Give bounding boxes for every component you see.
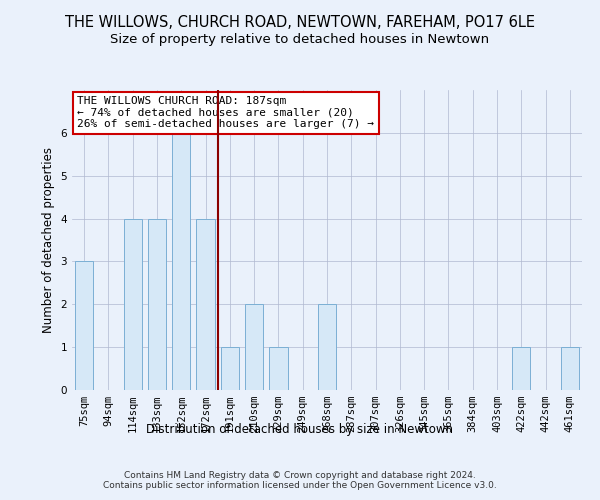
Bar [148,218,166,390]
Text: Contains HM Land Registry data © Crown copyright and database right 2024.
Contai: Contains HM Land Registry data © Crown c… [103,470,497,490]
Bar [318,304,336,390]
Bar [75,262,93,390]
Bar [512,347,530,390]
Bar [245,304,263,390]
Bar [124,218,142,390]
Y-axis label: Number of detached properties: Number of detached properties [42,147,55,333]
Bar [561,347,579,390]
Text: Distribution of detached houses by size in Newtown: Distribution of detached houses by size … [146,422,454,436]
Bar [269,347,287,390]
Text: Size of property relative to detached houses in Newtown: Size of property relative to detached ho… [110,32,490,46]
Text: THE WILLOWS, CHURCH ROAD, NEWTOWN, FAREHAM, PO17 6LE: THE WILLOWS, CHURCH ROAD, NEWTOWN, FAREH… [65,15,535,30]
Bar [196,218,215,390]
Text: THE WILLOWS CHURCH ROAD: 187sqm
← 74% of detached houses are smaller (20)
26% of: THE WILLOWS CHURCH ROAD: 187sqm ← 74% of… [77,96,374,129]
Bar [172,133,190,390]
Bar [221,347,239,390]
